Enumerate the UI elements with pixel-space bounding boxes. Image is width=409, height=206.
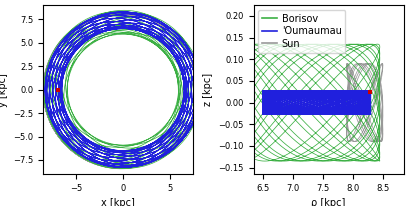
X-axis label: x [kpc]: x [kpc] [101,198,135,206]
X-axis label: ρ [kpc]: ρ [kpc] [311,198,345,206]
Y-axis label: z [kpc]: z [kpc] [202,73,212,106]
Y-axis label: y [kpc]: y [kpc] [0,73,7,107]
Legend: Borisov, 'Oumaumau, Sun: Borisov, 'Oumaumau, Sun [258,10,345,53]
